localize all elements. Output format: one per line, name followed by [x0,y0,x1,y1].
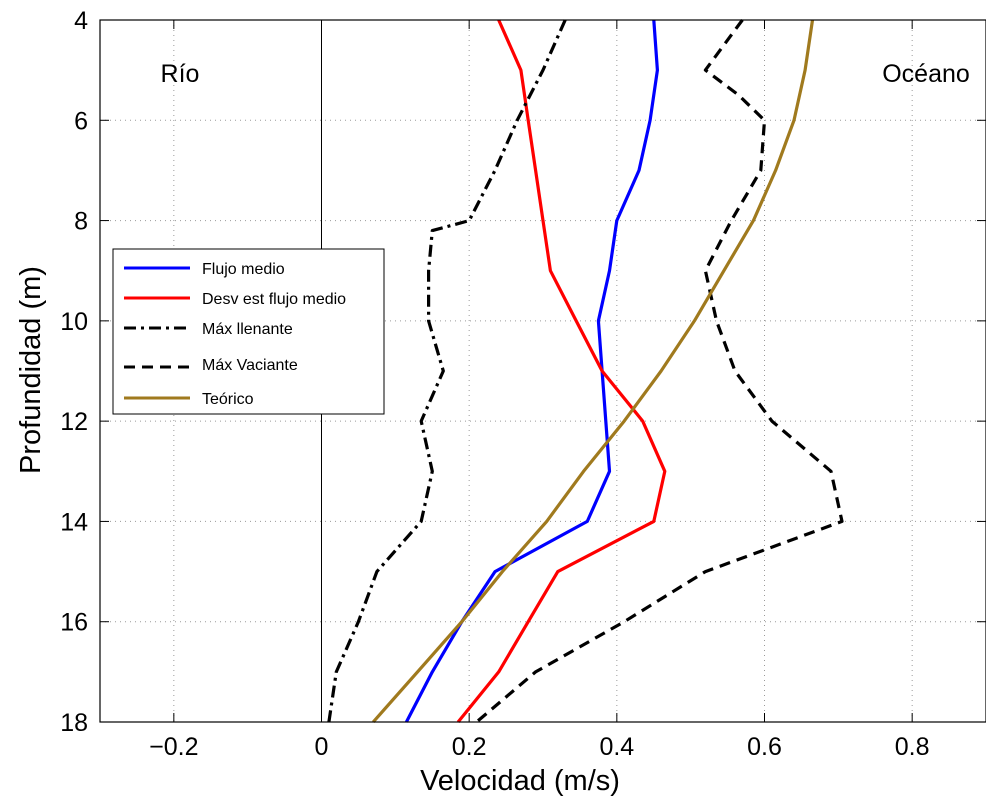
series-line-3 [327,19,567,723]
axis-ticks: −0.2 0 0.2 0.4 0.6 0.8 4 6 8 10 12 14 16 18 [60,7,986,761]
legend: Flujo medio Desv est flujo medio Máx lle… [112,248,385,415]
y-axis-title: Profundidad (m) [15,266,47,474]
y-tick-label: 8 [74,208,88,236]
y-tick-label: 12 [60,408,88,436]
legend-label-flujo-medio: Flujo medio [202,261,285,278]
legend-label-max-llenante: Máx llenante [202,321,293,338]
x-tick-label: 0.8 [895,733,930,761]
legend-label-max-vaciante: Máx Vaciante [202,357,298,374]
y-tick-label: 6 [74,107,88,135]
y-tick-label: 18 [60,709,88,737]
series-line-2 [456,19,667,724]
legend-label-teorico: Teórico [202,391,254,408]
legend-label-desv-est: Desv est flujo medio [202,291,346,308]
y-tick-label: 16 [60,609,88,637]
series-line-4 [475,19,844,724]
series-line-5 [372,19,815,724]
legend-box [112,248,385,415]
y-tick-label: 4 [74,7,88,35]
annotation-rio: Río [161,60,200,88]
x-tick-label: 0.2 [452,733,487,761]
x-tick-label: 0.4 [599,733,634,761]
y-tick-label: 14 [60,508,88,536]
y-tick-label: 10 [60,308,88,336]
x-axis-title: Velocidad (m/s) [420,765,620,797]
x-tick-label: 0 [315,733,329,761]
x-tick-label: −0.2 [149,733,198,761]
series-lines [327,19,844,724]
plot-frame [99,19,986,723]
x-tick-label: 0.6 [747,733,782,761]
annotation-oceano: Océano [882,60,970,88]
